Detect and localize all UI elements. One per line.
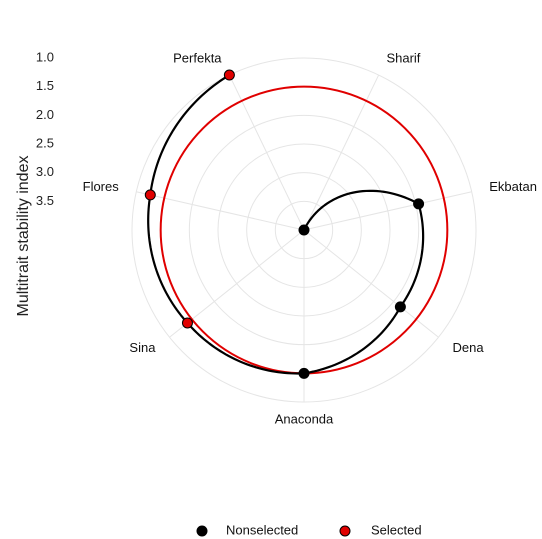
legend: Nonselected Selected bbox=[196, 522, 422, 537]
tick-label: 1.0 bbox=[36, 49, 54, 64]
category-label-flores: Flores bbox=[83, 179, 120, 194]
category-label-sharif: Sharif bbox=[386, 50, 420, 65]
point-anaconda bbox=[298, 367, 310, 379]
point-ekbatan bbox=[413, 198, 425, 210]
y-axis-label: Multitrait stability index bbox=[15, 156, 32, 317]
point-perfekta bbox=[223, 69, 235, 81]
category-label-dena: Dena bbox=[453, 340, 485, 355]
point-sina bbox=[181, 317, 193, 329]
tick-label: 1.5 bbox=[36, 78, 54, 93]
tick-label: 3.0 bbox=[36, 164, 54, 179]
point-flores bbox=[144, 189, 156, 201]
tick-label: 2.5 bbox=[36, 135, 54, 150]
legend-selected-label: Selected bbox=[371, 522, 422, 537]
category-label-anaconda: Anaconda bbox=[275, 411, 334, 426]
point-dena bbox=[394, 301, 406, 313]
legend-nonselected-marker bbox=[196, 525, 208, 537]
legend-nonselected-label: Nonselected bbox=[226, 522, 298, 537]
data-points bbox=[144, 69, 425, 379]
grid-spoke bbox=[303, 74, 380, 231]
tick-label: 3.5 bbox=[36, 193, 54, 208]
category-label-perfekta: Perfekta bbox=[173, 50, 222, 65]
point-sharif bbox=[298, 224, 310, 236]
radial-tick-labels: 1.0 1.5 2.0 2.5 3.0 3.5 bbox=[36, 49, 54, 207]
category-label-ekbatan: Ekbatan bbox=[489, 179, 537, 194]
category-labels: Sharif Ekbatan Dena Anaconda Sina Flores Perfe… bbox=[83, 50, 537, 426]
grid-spoke bbox=[228, 74, 305, 231]
tick-label: 2.0 bbox=[36, 107, 54, 122]
category-label-sina: Sina bbox=[129, 340, 156, 355]
legend-selected-marker bbox=[339, 525, 351, 537]
